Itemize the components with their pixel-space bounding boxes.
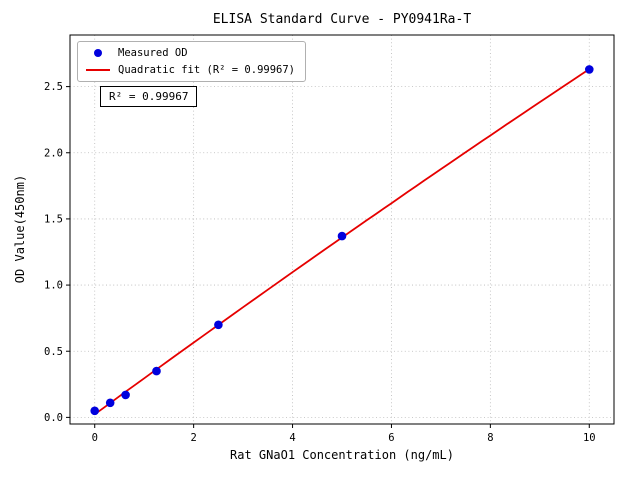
- x-tick-label: 8: [487, 432, 493, 444]
- y-tick-label: 2.0: [44, 147, 63, 159]
- x-tick-label: 2: [190, 432, 196, 444]
- measured-od-point: [214, 320, 223, 330]
- measured-od-point: [90, 406, 99, 416]
- measured-od-point: [585, 65, 594, 74]
- x-tick-label: 10: [583, 432, 596, 444]
- y-tick-label: 0.0: [44, 412, 63, 424]
- legend-label-measured-od: Measured OD: [118, 47, 188, 59]
- x-tick-label: 4: [289, 432, 295, 444]
- y-axis-label: OD Value(450nm): [13, 174, 27, 284]
- y-tick-label: 1.5: [44, 214, 63, 226]
- axes-frame: [69, 34, 615, 425]
- x-tick-label: 6: [388, 432, 394, 444]
- r-squared-annotation: R² = 0.99967: [100, 86, 198, 107]
- x-axis-label: Rat GNaO1 Concentration (ng/mL): [230, 448, 454, 462]
- legend-item-measured-od: Measured OD: [86, 47, 295, 59]
- x-tick-label: 0: [92, 432, 98, 444]
- chart-title: ELISA Standard Curve - PY0941Ra-T: [212, 12, 472, 27]
- legend-marker-line-icon: [86, 69, 110, 71]
- y-tick-label: 0.5: [44, 346, 63, 358]
- legend-marker-dot-icon: [94, 49, 102, 57]
- legend: Measured OD Quadratic fit (R² = 0.99967): [77, 41, 307, 82]
- measured-od-point: [121, 390, 130, 400]
- measured-od-point: [337, 231, 347, 241]
- quadratic-fit-line: [94, 68, 590, 416]
- legend-label-quadratic-fit: Quadratic fit (R² = 0.99967): [118, 64, 296, 76]
- y-tick-label: 1.0: [44, 280, 63, 292]
- measured-od-point: [152, 366, 161, 376]
- measured-od-point: [105, 398, 115, 408]
- y-tick-label: 2.5: [44, 81, 63, 93]
- legend-item-quadratic-fit: Quadratic fit (R² = 0.99967): [86, 64, 295, 76]
